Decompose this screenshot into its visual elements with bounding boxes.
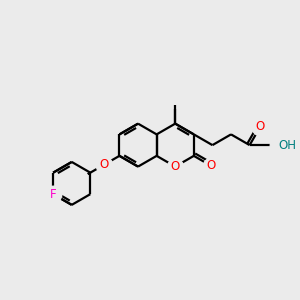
Text: O: O (99, 158, 108, 172)
Text: OH: OH (278, 139, 296, 152)
Text: O: O (256, 120, 265, 133)
Text: O: O (171, 160, 180, 173)
Text: F: F (50, 188, 56, 201)
Text: O: O (206, 159, 215, 172)
